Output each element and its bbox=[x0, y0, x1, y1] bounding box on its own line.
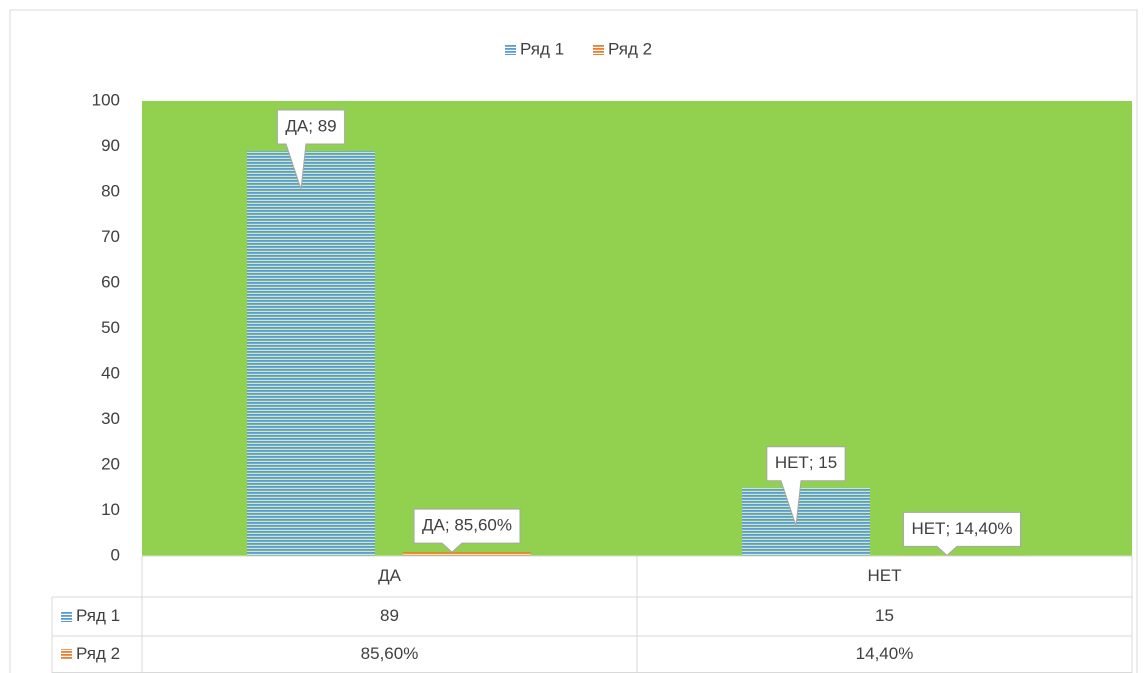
y-tick-label: 10 bbox=[101, 500, 120, 519]
y-tick-label: 20 bbox=[101, 454, 120, 473]
data-label: НЕТ; 14,40% bbox=[911, 519, 1012, 538]
table-cell: 89 bbox=[380, 606, 399, 625]
y-tick-label: 60 bbox=[101, 272, 120, 291]
y-tick-label: 70 bbox=[101, 227, 120, 246]
callout bbox=[276, 109, 346, 190]
y-tick-label: 40 bbox=[101, 363, 120, 382]
table-cell: 14,40% bbox=[856, 644, 914, 663]
callout bbox=[766, 446, 846, 526]
y-tick-label: 50 bbox=[101, 318, 120, 337]
data-label: ДА; 89 bbox=[285, 117, 336, 136]
legend-swatch bbox=[505, 44, 516, 55]
chart-border bbox=[9, 9, 1138, 673]
callout bbox=[413, 508, 521, 553]
bar bbox=[403, 552, 531, 556]
y-tick-label: 30 bbox=[101, 409, 120, 428]
x-tick-label: ДА bbox=[378, 566, 402, 585]
legend-swatch bbox=[593, 44, 604, 55]
y-tick-label: 0 bbox=[111, 545, 120, 564]
x-tick-label: НЕТ bbox=[868, 566, 902, 585]
data-label: НЕТ; 15 bbox=[775, 453, 837, 472]
table-legend-key bbox=[61, 649, 72, 660]
callout bbox=[902, 511, 1022, 557]
table-row-label: Ряд 1 bbox=[76, 606, 120, 625]
legend-label: Ряд 2 bbox=[608, 39, 652, 58]
bar bbox=[742, 487, 870, 556]
legend-label: Ряд 1 bbox=[520, 39, 564, 58]
table-legend-key bbox=[61, 611, 72, 622]
data-label: ДА; 85,60% bbox=[422, 516, 512, 535]
table-cell: 85,60% bbox=[361, 644, 419, 663]
y-tick-label: 90 bbox=[101, 136, 120, 155]
bar bbox=[247, 151, 375, 557]
table-row-label: Ряд 2 bbox=[76, 644, 120, 663]
table-cell: 15 bbox=[875, 606, 894, 625]
y-tick-label: 80 bbox=[101, 181, 120, 200]
y-tick-label: 100 bbox=[92, 90, 120, 109]
